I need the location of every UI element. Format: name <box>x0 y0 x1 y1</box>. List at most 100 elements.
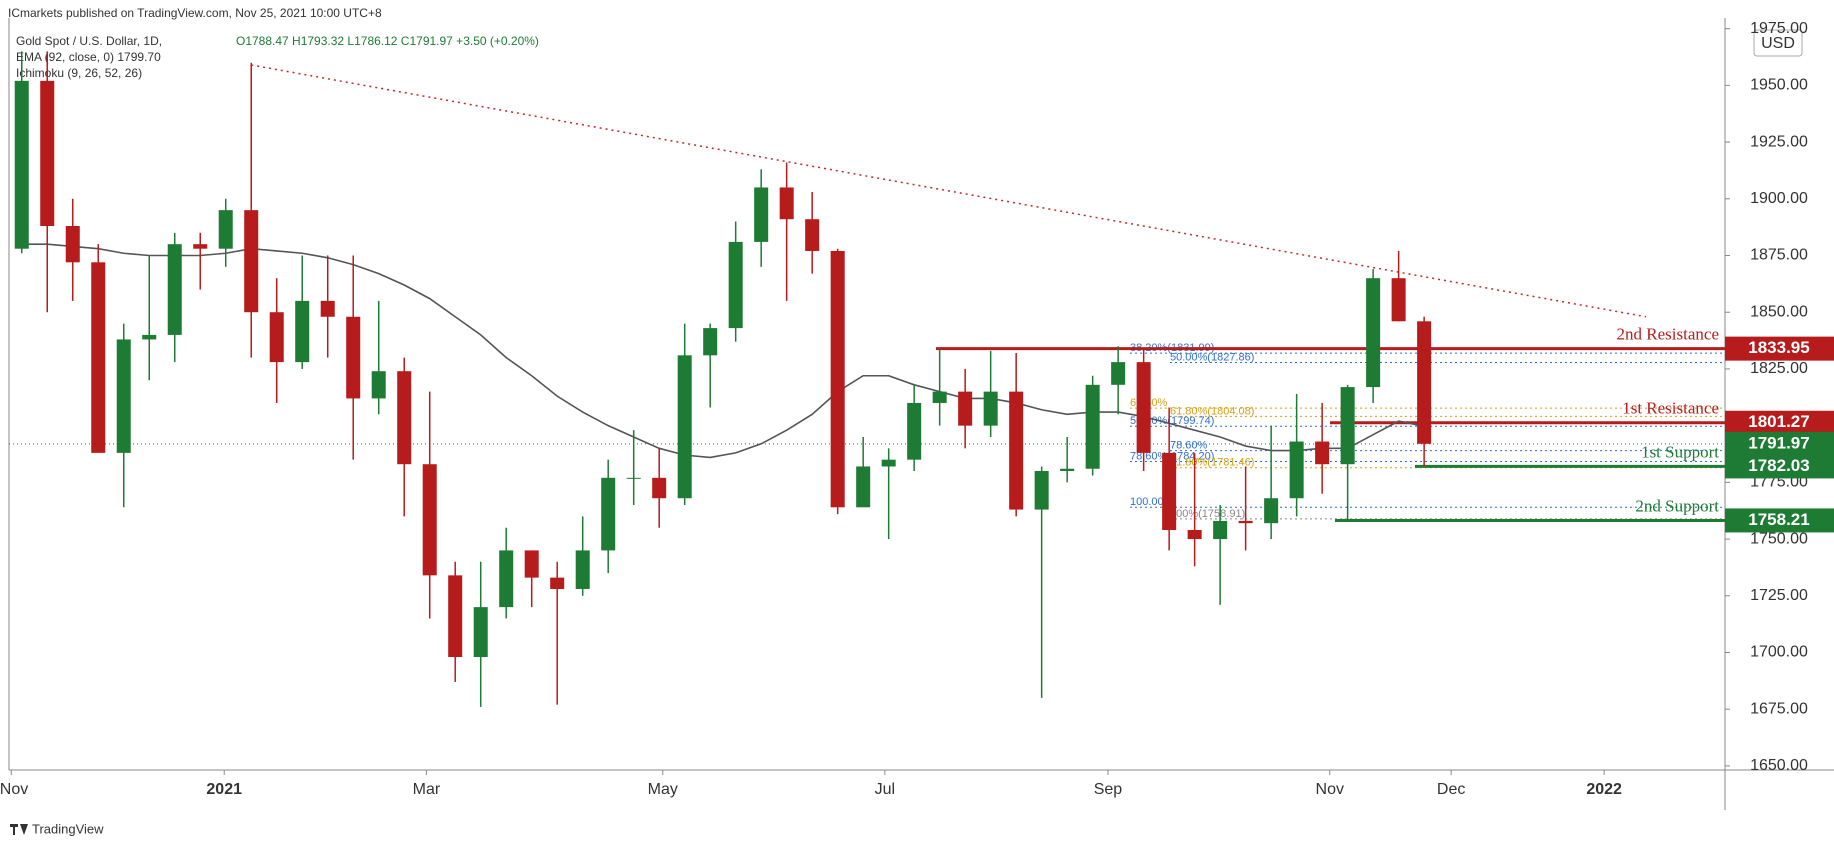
price-box <box>1725 508 1834 533</box>
candle-body <box>397 371 412 465</box>
x-tick-label: Dec <box>1437 781 1465 798</box>
candle-body <box>1136 362 1151 453</box>
price-box-label: 1782.03 <box>1748 456 1809 475</box>
y-tick-label: 1825.00 <box>1750 360 1808 377</box>
level-label: 1st Support <box>1641 442 1719 461</box>
candle-body <box>1417 321 1432 444</box>
candle-body <box>1391 278 1406 322</box>
x-tick-label: Sep <box>1094 781 1123 798</box>
y-tick-label: 1875.00 <box>1750 247 1808 264</box>
candle-body <box>601 477 616 551</box>
y-tick-label: 1725.00 <box>1750 587 1808 604</box>
candle-body <box>320 300 335 317</box>
y-tick-label: 1650.00 <box>1750 757 1808 774</box>
fib-label: 61.80%(1781.46) <box>1170 457 1254 469</box>
currency-box <box>1753 29 1803 57</box>
candle-body <box>805 219 820 251</box>
price-box-label: 1758.21 <box>1748 510 1809 529</box>
candle-body <box>1340 387 1355 465</box>
candle-body <box>524 550 539 578</box>
y-tick-label: 1975.00 <box>1750 20 1808 37</box>
x-tick-label: 2021 <box>206 781 242 798</box>
level-label: 2nd Resistance <box>1617 325 1719 344</box>
footer: TradingView <box>32 821 104 836</box>
fib-label: 100%(1758.91) <box>1170 508 1245 520</box>
level-label: 2nd Support <box>1635 496 1719 515</box>
candle-body <box>142 334 157 340</box>
fib-label: 61.80%(1804.08) <box>1170 405 1254 417</box>
candle-body <box>881 459 896 467</box>
candle-body <box>856 466 871 508</box>
candle-body <box>1162 452 1177 530</box>
candle-body <box>1060 468 1075 472</box>
fib-label: 50.00%(1827.86) <box>1170 351 1254 363</box>
candle-body <box>269 312 284 363</box>
candle-body <box>65 226 80 263</box>
trendline <box>251 64 1647 318</box>
currency: USD <box>1761 35 1795 52</box>
candle-body <box>1238 520 1253 524</box>
x-tick-label: 2022 <box>1586 781 1622 798</box>
candle-body <box>983 391 998 426</box>
candle-body <box>1085 384 1100 469</box>
level-label: 1st Resistance <box>1622 399 1719 418</box>
x-tick-label: May <box>648 781 678 798</box>
footer-logo <box>10 824 28 835</box>
candle-body <box>167 244 182 335</box>
candle-body <box>1289 441 1304 499</box>
candle-body <box>218 210 233 249</box>
y-tick-label: 1750.00 <box>1750 530 1808 547</box>
candle-body <box>1111 362 1126 385</box>
x-tick-label: Jul <box>875 781 895 798</box>
y-tick-label: 1675.00 <box>1750 700 1808 717</box>
header: ICmarkets published on TradingView.com, … <box>8 6 382 20</box>
price-box-label: 1801.27 <box>1748 412 1809 431</box>
y-tick-label: 1700.00 <box>1750 644 1808 661</box>
candle-body <box>295 300 310 363</box>
candle-body <box>958 391 973 426</box>
candle-body <box>371 371 386 399</box>
candle-body <box>677 355 692 499</box>
candle-body <box>550 577 565 589</box>
last-price-box <box>1725 431 1834 456</box>
x-tick-label: Nov <box>1316 781 1344 798</box>
candle-body <box>626 477 641 479</box>
candle-body <box>499 550 514 608</box>
legend-ohlc: O1788.47 H1793.32 L1786.12 C1791.97 +3.5… <box>236 34 539 48</box>
legend-ema: EMA (92, close, 0) 1799.70 <box>16 50 161 64</box>
y-tick-label: 1900.00 <box>1750 190 1808 207</box>
candle-body <box>448 575 463 658</box>
candle-body <box>14 80 29 249</box>
candle-body <box>91 262 106 453</box>
candle-body <box>116 339 131 453</box>
price-box <box>1725 336 1834 361</box>
candle-body <box>346 316 361 399</box>
candle-body <box>40 80 55 227</box>
fib-label: 78.60% <box>1170 440 1208 452</box>
candle-body <box>779 187 794 220</box>
candle-body <box>652 477 667 499</box>
candle-body <box>932 391 947 403</box>
candle-body <box>1315 441 1330 465</box>
candle-body <box>754 187 769 242</box>
candle-body <box>1264 498 1279 524</box>
candle-body <box>244 210 259 313</box>
candle-body <box>1366 278 1381 388</box>
candle-body <box>1009 391 1024 510</box>
candle-body <box>575 550 590 589</box>
last-price-label: 1791.97 <box>1748 433 1809 452</box>
candle-body <box>728 241 743 329</box>
candle-body <box>907 402 922 460</box>
price-box <box>1725 410 1834 435</box>
y-tick-label: 1850.00 <box>1750 303 1808 320</box>
candle-body <box>1187 529 1202 540</box>
candle-body <box>473 607 488 658</box>
candle-body <box>422 464 437 576</box>
candle-body <box>1034 471 1049 510</box>
y-tick-label: 1925.00 <box>1750 133 1808 150</box>
x-tick-label: Mar <box>413 781 441 798</box>
candle-body <box>193 244 208 249</box>
candle-body <box>703 328 718 356</box>
legend-ichimoku: Ichimoku (9, 26, 52, 26) <box>16 66 142 80</box>
